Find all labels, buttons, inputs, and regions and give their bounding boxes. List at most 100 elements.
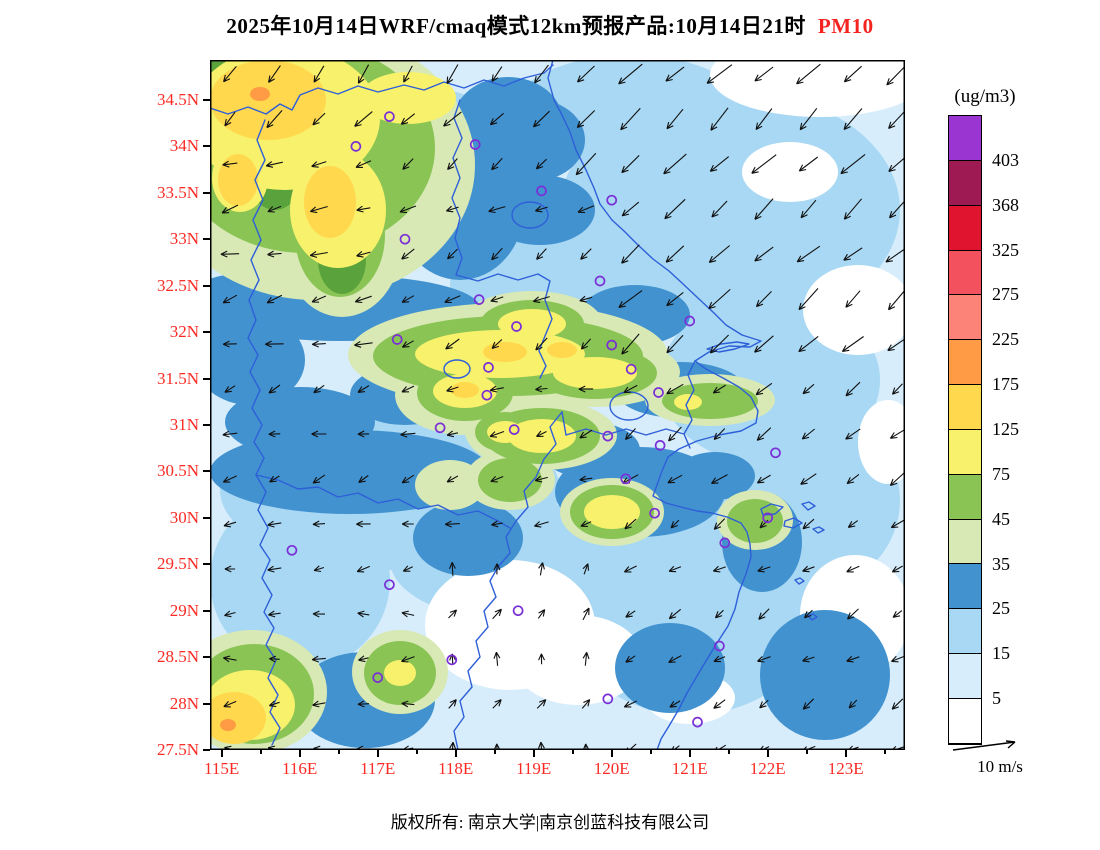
- wind-arrow-icon: [713, 428, 726, 441]
- boundary-line: [511, 201, 549, 229]
- x-axis-label: 119E: [516, 759, 552, 778]
- wind-arrow-icon: [621, 244, 640, 264]
- y-tick: [203, 749, 210, 751]
- wind-arrow-icon: [713, 655, 726, 663]
- wind-arrow-icon: [887, 338, 905, 352]
- field-blob: [498, 309, 566, 339]
- y-axis-label: 30N: [169, 507, 199, 527]
- colorbar-segment: [949, 385, 981, 430]
- x-tick: [688, 750, 691, 757]
- wind-arrow-icon: [358, 655, 369, 663]
- wind-arrow-icon: [755, 291, 772, 308]
- wind-arrow-icon: [224, 111, 236, 127]
- wind-arrow-icon: [265, 161, 283, 168]
- station-marker: [511, 321, 522, 332]
- station-marker: [512, 605, 524, 617]
- wind-arrow-icon: [269, 475, 280, 483]
- wind-arrow-icon: [222, 340, 237, 348]
- wind-arrow-icon: [312, 474, 326, 484]
- wind-arrow-icon: [582, 607, 590, 621]
- wind-arrow-icon: [535, 205, 548, 213]
- x-minor-tick: [649, 750, 652, 754]
- wind-arrow-icon: [754, 246, 774, 262]
- wind-arrow-icon: [800, 473, 817, 485]
- x-minor-tick: [415, 750, 418, 754]
- wind-arrow-icon: [309, 205, 328, 214]
- station-marker: [384, 579, 395, 591]
- y-tick: [203, 284, 210, 287]
- boundary-line: [255, 474, 511, 529]
- x-axis-label: 117E: [360, 759, 396, 778]
- wind-arrow-icon: [313, 384, 325, 394]
- copyright-text: 版权所有: 南京大学|南京创蓝科技有限公司: [390, 813, 710, 832]
- wind-arrow-icon: [267, 565, 282, 573]
- wind-arrow-icon: [489, 430, 505, 438]
- wind-arrow-icon: [665, 245, 685, 263]
- field-blob: [727, 499, 783, 543]
- field-blob: [360, 72, 456, 124]
- wind-arrow-icon: [357, 700, 370, 708]
- wind-arrow-icon: [621, 155, 640, 174]
- wind-arrow-icon: [267, 520, 282, 528]
- wind-arrow-icon: [580, 520, 592, 527]
- x-tick: [766, 750, 769, 757]
- station-marker: [391, 334, 403, 345]
- wind-arrow-icon: [708, 288, 731, 310]
- station-marker: [653, 387, 664, 398]
- station-marker: [350, 141, 362, 152]
- wind-arrow-icon: [624, 518, 637, 530]
- colorbar-segment: [949, 250, 981, 296]
- wind-arrow-icon: [489, 112, 504, 126]
- wind-arrow-icon: [889, 429, 905, 439]
- y-axis-label: 28.5N: [156, 647, 199, 667]
- wind-arrow-icon: [493, 651, 501, 666]
- wind-arrow-icon: [534, 521, 549, 528]
- colorbar-segment: [949, 295, 981, 341]
- y-axis-label: 31N: [169, 414, 199, 434]
- station-marker: [481, 389, 493, 401]
- field-blob: [547, 342, 577, 358]
- wind-arrow-icon: [489, 385, 504, 393]
- wind-arrow-icon: [890, 519, 904, 529]
- wind-arrow-icon: [754, 198, 774, 220]
- wind-arrow-icon: [618, 290, 643, 308]
- wind-arrow-icon: [581, 699, 591, 709]
- wind-arrow-icon: [534, 475, 548, 483]
- wind-arrow-icon: [224, 385, 236, 393]
- y-axis-label: 29.5N: [156, 554, 199, 574]
- wind-arrow-icon: [313, 65, 325, 83]
- boundary-line: [760, 503, 784, 516]
- wind-arrow-icon: [667, 474, 683, 484]
- wind-arrow-icon: [536, 248, 547, 260]
- wind-arrow-icon: [401, 248, 415, 260]
- field-blob: [225, 387, 375, 457]
- x-axis-label: 123E: [827, 759, 864, 778]
- y-tick: [203, 470, 210, 473]
- station-marker: [654, 440, 666, 451]
- wind-arrow-icon: [759, 699, 769, 709]
- wind-arrow-icon: [444, 520, 460, 528]
- wind-arrow-icon: [620, 107, 641, 131]
- wind-arrow-icon: [448, 609, 458, 619]
- boundary-line: [247, 119, 281, 746]
- wind-arrow-icon: [443, 111, 462, 127]
- station-marker: [469, 139, 481, 150]
- x-minor-tick: [883, 750, 886, 754]
- colorbar-value-label: 403: [992, 149, 1019, 170]
- wind-arrow-icon: [709, 334, 729, 354]
- station-marker: [446, 654, 458, 666]
- station-marker: [483, 362, 494, 373]
- wind-arrow-icon: [312, 610, 326, 618]
- wind-legend: 10 m/s: [945, 733, 1055, 779]
- station-marker: [384, 111, 395, 122]
- wind-arrow-icon: [841, 336, 864, 353]
- wind-arrow-icon: [223, 700, 237, 708]
- wind-arrow-icon: [845, 290, 861, 308]
- wind-arrow-icon: [535, 158, 547, 170]
- wind-arrow-icon: [845, 381, 861, 397]
- wind-arrow-icon: [666, 334, 684, 354]
- wind-arrow-icon: [889, 472, 905, 487]
- field-blob: [710, 60, 905, 117]
- wind-arrow-icon: [267, 250, 282, 258]
- colorbar-segment: [949, 160, 981, 206]
